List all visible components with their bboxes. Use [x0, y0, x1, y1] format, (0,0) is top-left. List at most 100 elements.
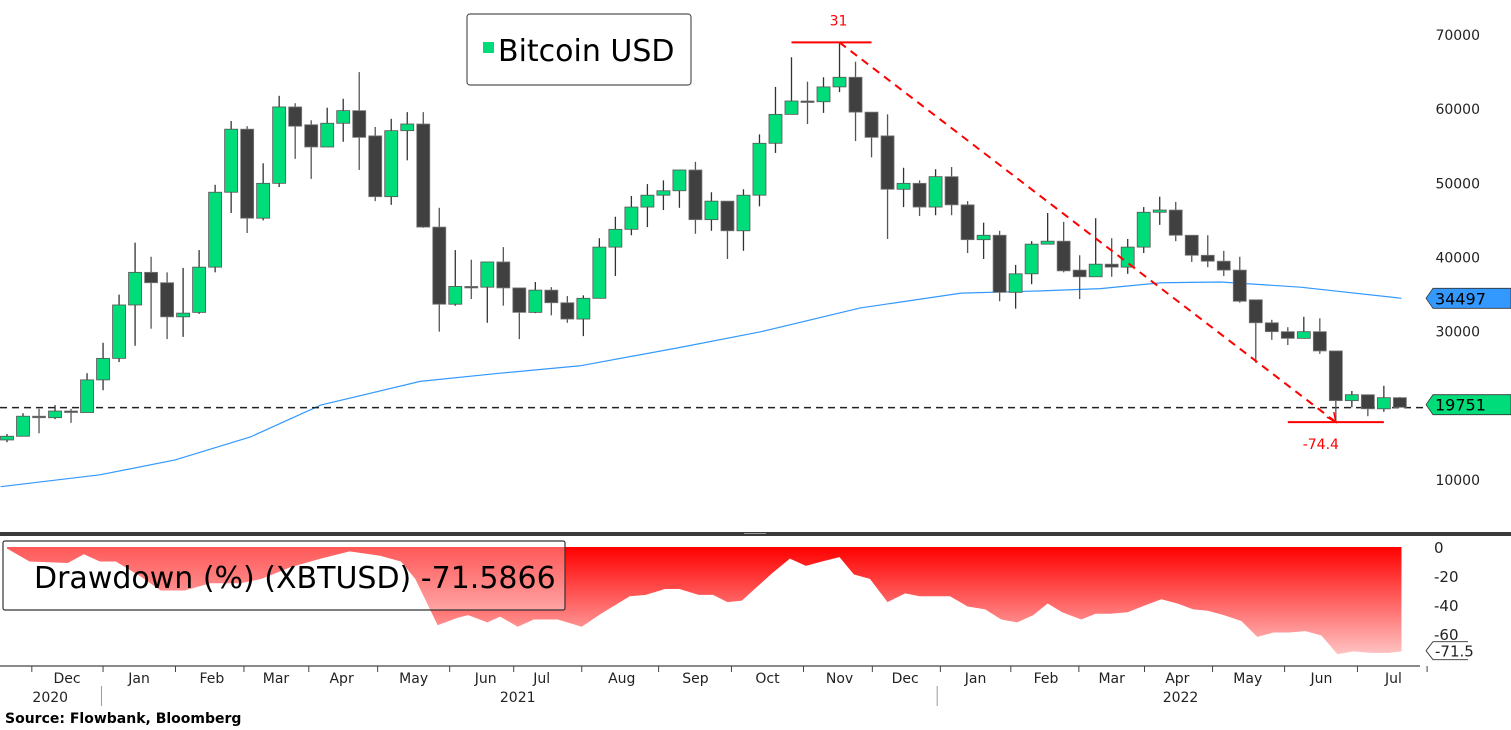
candle-body-up [768, 113, 783, 144]
drawdown-legend: Drawdown (%) (XBTUSD) -71.5866 [2, 540, 566, 611]
candle [576, 295, 591, 337]
drawdown-value-label: -71.5 [1435, 643, 1474, 661]
moving-average-value-label: 34497 [1435, 289, 1486, 308]
candle-body-up [1376, 397, 1391, 410]
candle-body-up [624, 206, 639, 230]
candle-body-up [1008, 273, 1023, 293]
candle [160, 272, 175, 340]
candle [640, 184, 655, 228]
drawdown-y-tick-label: 0 [1434, 539, 1444, 557]
month-label: May [399, 671, 428, 687]
candle-body-down [240, 128, 255, 219]
candle-body-up [0, 435, 14, 441]
drawdown-y-tick-label: -40 [1434, 597, 1459, 615]
candle [128, 242, 142, 346]
trough-label: -74.4 [1303, 437, 1339, 453]
candle [1088, 218, 1103, 278]
candle [144, 256, 158, 329]
drawdown-y-tick-label: -20 [1434, 568, 1459, 586]
candle-body-up [576, 297, 591, 320]
candle [1376, 385, 1391, 412]
candle-body-down [960, 204, 975, 241]
candle-body-up [1296, 331, 1311, 339]
month-label: Feb [1034, 671, 1059, 687]
candle-body-up [16, 415, 30, 437]
candle [512, 287, 527, 340]
candle [1216, 250, 1231, 277]
candle-body-up [928, 176, 943, 208]
candle [80, 373, 94, 413]
candle-body-up [1120, 246, 1135, 268]
candle [528, 281, 543, 314]
candle-body-down [1232, 269, 1247, 302]
candle-body-up [592, 246, 607, 299]
month-label: Jun [474, 671, 497, 687]
candle-body-down [32, 415, 46, 419]
last-price-value-tag [1425, 394, 1511, 416]
panel-divider-handle[interactable] [0, 532, 1511, 536]
drawdown-value-tag [1425, 641, 1468, 661]
y-tick-label: 70000 [1435, 28, 1480, 44]
month-label: Sep [682, 671, 709, 687]
candle [960, 201, 975, 254]
candle-body-up [224, 128, 239, 193]
candle [1136, 207, 1151, 254]
month-label: Jul [532, 671, 550, 687]
candle [592, 238, 607, 299]
candle-body-up [1024, 243, 1039, 275]
candle-body-down [1056, 240, 1071, 272]
source-note: Source: Flowbank, Bloomberg [5, 711, 241, 727]
candle-body-down [1264, 322, 1279, 333]
candle-body-up [672, 169, 687, 192]
candle-body-down [1200, 254, 1215, 262]
candle-body-up [176, 312, 191, 318]
candle [1296, 316, 1311, 339]
candle-body-up [608, 228, 623, 248]
candle [208, 184, 223, 273]
month-label: Jul [1384, 671, 1402, 687]
candle-body-down [1360, 394, 1375, 410]
moving-average-value-tag [1425, 287, 1511, 309]
y-tick-label: 60000 [1435, 102, 1480, 118]
candle [1024, 241, 1039, 285]
candle-body-up [480, 261, 495, 288]
candle [1104, 238, 1119, 277]
month-label: Dec [53, 671, 80, 687]
candle-body-down [352, 110, 367, 138]
candle-body-down [1328, 350, 1343, 402]
candle-body-up [896, 182, 911, 190]
candle [992, 230, 1007, 302]
candle [416, 112, 431, 228]
candle-body-up [400, 123, 415, 132]
candle [1152, 196, 1167, 225]
moving-average-line [0, 281, 1402, 488]
candle-body-up [192, 266, 207, 313]
candle-body-down [1248, 299, 1263, 324]
peak-label: 31 [830, 13, 848, 29]
candle [1072, 255, 1087, 300]
candle [896, 167, 911, 208]
candle [224, 121, 239, 214]
candle-body-down [688, 169, 703, 221]
candle-body-down [1216, 260, 1231, 271]
candle-body-down [464, 286, 479, 289]
y-tick-label: 30000 [1435, 325, 1480, 341]
candle [1280, 327, 1295, 346]
candle-body-down [496, 261, 511, 289]
legend-swatch-icon [483, 42, 494, 53]
candle [352, 72, 367, 170]
candle [1232, 256, 1247, 303]
candle [864, 111, 879, 158]
y-tick-label: 50000 [1435, 176, 1480, 192]
candle [32, 408, 46, 434]
candle-body-up [976, 234, 991, 241]
candle [1184, 234, 1199, 262]
candle-body-down [848, 76, 863, 113]
candle [256, 163, 271, 221]
candle-body-down [560, 302, 575, 320]
candle [496, 247, 511, 306]
candle [1360, 394, 1375, 417]
drawdown-panel: 0 -20 -40 -60-71.5 [7, 539, 1474, 661]
candle-body-down [160, 282, 175, 318]
candle [272, 95, 287, 188]
